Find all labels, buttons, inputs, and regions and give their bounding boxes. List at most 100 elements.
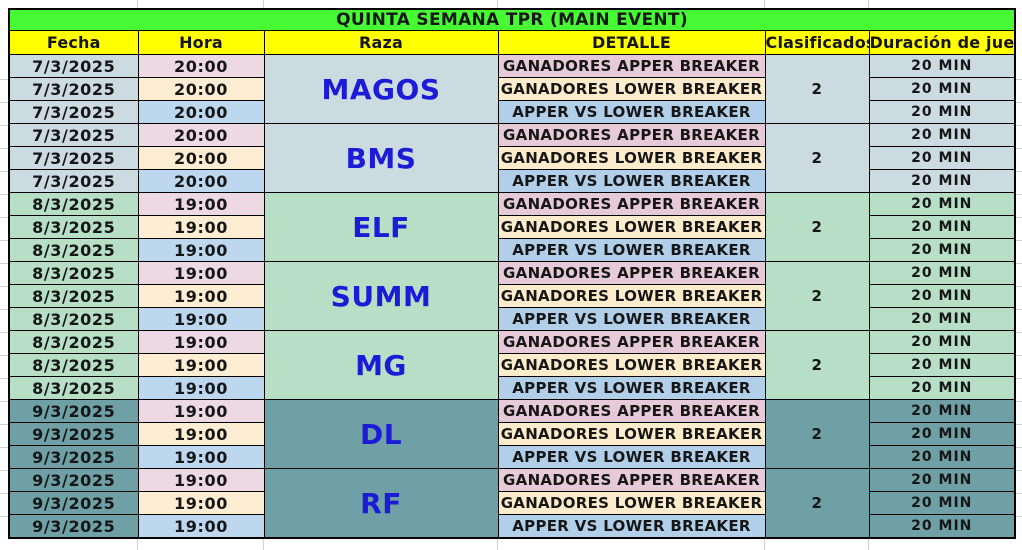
detail-cell[interactable]: GANADORES LOWER BREAKER — [497, 353, 766, 377]
time-cell[interactable]: 20:00 — [137, 123, 265, 147]
race-cell[interactable]: RF — [263, 468, 499, 539]
duration-cell[interactable]: 20 MIN — [868, 100, 1016, 124]
time-cell[interactable]: 19:00 — [137, 284, 265, 308]
duration-cell[interactable]: 20 MIN — [868, 169, 1016, 193]
detail-cell[interactable]: GANADORES LOWER BREAKER — [497, 215, 766, 239]
clasificados-cell[interactable]: 2 — [764, 192, 870, 262]
clasificados-cell[interactable]: 2 — [764, 468, 870, 539]
detail-cell[interactable]: GANADORES LOWER BREAKER — [497, 422, 766, 446]
time-cell[interactable]: 19:00 — [137, 491, 265, 515]
time-cell[interactable]: 19:00 — [137, 445, 265, 469]
date-cell[interactable]: 9/3/2025 — [8, 468, 139, 492]
column-header-fecha[interactable]: Fecha — [8, 30, 139, 55]
time-cell[interactable]: 19:00 — [137, 422, 265, 446]
column-header-raza[interactable]: Raza — [263, 30, 499, 55]
date-cell[interactable]: 8/3/2025 — [8, 376, 139, 400]
detail-cell[interactable]: APPER VS LOWER BREAKER — [497, 169, 766, 193]
column-header-duracion[interactable]: Duración de juego — [868, 30, 1016, 55]
time-cell[interactable]: 19:00 — [137, 353, 265, 377]
detail-cell[interactable]: GANADORES APPER BREAKER — [497, 261, 766, 285]
time-cell[interactable]: 20:00 — [137, 77, 265, 101]
race-cell[interactable]: MAGOS — [263, 54, 499, 124]
clasificados-cell[interactable]: 2 — [764, 399, 870, 469]
detail-cell[interactable]: GANADORES APPER BREAKER — [497, 399, 766, 423]
date-cell[interactable]: 9/3/2025 — [8, 445, 139, 469]
duration-cell[interactable]: 20 MIN — [868, 192, 1016, 216]
detail-cell[interactable]: GANADORES APPER BREAKER — [497, 192, 766, 216]
duration-cell[interactable]: 20 MIN — [868, 77, 1016, 101]
duration-cell[interactable]: 20 MIN — [868, 261, 1016, 285]
duration-cell[interactable]: 20 MIN — [868, 54, 1016, 78]
time-cell[interactable]: 19:00 — [137, 514, 265, 539]
time-cell[interactable]: 19:00 — [137, 468, 265, 492]
duration-cell[interactable]: 20 MIN — [868, 491, 1016, 515]
column-header-detalle[interactable]: DETALLE — [497, 30, 766, 55]
date-cell[interactable]: 7/3/2025 — [8, 77, 139, 101]
column-header-clasificados[interactable]: Clasificados — [764, 30, 870, 55]
duration-cell[interactable]: 20 MIN — [868, 376, 1016, 400]
time-cell[interactable]: 20:00 — [137, 169, 265, 193]
clasificados-cell[interactable]: 2 — [764, 261, 870, 331]
time-cell[interactable]: 19:00 — [137, 215, 265, 239]
clasificados-cell[interactable]: 2 — [764, 54, 870, 124]
date-cell[interactable]: 8/3/2025 — [8, 215, 139, 239]
date-cell[interactable]: 8/3/2025 — [8, 284, 139, 308]
date-cell[interactable]: 8/3/2025 — [8, 307, 139, 331]
detail-cell[interactable]: GANADORES APPER BREAKER — [497, 123, 766, 147]
duration-cell[interactable]: 20 MIN — [868, 422, 1016, 446]
detail-cell[interactable]: GANADORES APPER BREAKER — [497, 468, 766, 492]
race-cell[interactable]: MG — [263, 330, 499, 400]
date-cell[interactable]: 9/3/2025 — [8, 491, 139, 515]
duration-cell[interactable]: 20 MIN — [868, 514, 1016, 539]
time-cell[interactable]: 19:00 — [137, 399, 265, 423]
detail-cell[interactable]: APPER VS LOWER BREAKER — [497, 238, 766, 262]
duration-cell[interactable]: 20 MIN — [868, 468, 1016, 492]
time-cell[interactable]: 19:00 — [137, 307, 265, 331]
time-cell[interactable]: 20:00 — [137, 100, 265, 124]
date-cell[interactable]: 9/3/2025 — [8, 514, 139, 539]
time-cell[interactable]: 20:00 — [137, 146, 265, 170]
detail-cell[interactable]: GANADORES LOWER BREAKER — [497, 146, 766, 170]
time-cell[interactable]: 19:00 — [137, 238, 265, 262]
time-cell[interactable]: 19:00 — [137, 261, 265, 285]
clasificados-cell[interactable]: 2 — [764, 330, 870, 400]
detail-cell[interactable]: GANADORES LOWER BREAKER — [497, 284, 766, 308]
detail-cell[interactable]: GANADORES APPER BREAKER — [497, 330, 766, 354]
duration-cell[interactable]: 20 MIN — [868, 123, 1016, 147]
detail-cell[interactable]: GANADORES APPER BREAKER — [497, 54, 766, 78]
race-cell[interactable]: SUMM — [263, 261, 499, 331]
date-cell[interactable]: 7/3/2025 — [8, 100, 139, 124]
time-cell[interactable]: 19:00 — [137, 376, 265, 400]
date-cell[interactable]: 9/3/2025 — [8, 422, 139, 446]
time-cell[interactable]: 19:00 — [137, 192, 265, 216]
duration-cell[interactable]: 20 MIN — [868, 330, 1016, 354]
column-header-hora[interactable]: Hora — [137, 30, 265, 55]
detail-cell[interactable]: APPER VS LOWER BREAKER — [497, 514, 766, 539]
race-cell[interactable]: ELF — [263, 192, 499, 262]
duration-cell[interactable]: 20 MIN — [868, 445, 1016, 469]
duration-cell[interactable]: 20 MIN — [868, 215, 1016, 239]
date-cell[interactable]: 9/3/2025 — [8, 399, 139, 423]
detail-cell[interactable]: APPER VS LOWER BREAKER — [497, 307, 766, 331]
time-cell[interactable]: 20:00 — [137, 54, 265, 78]
clasificados-cell[interactable]: 2 — [764, 123, 870, 193]
duration-cell[interactable]: 20 MIN — [868, 353, 1016, 377]
date-cell[interactable]: 7/3/2025 — [8, 169, 139, 193]
date-cell[interactable]: 7/3/2025 — [8, 54, 139, 78]
date-cell[interactable]: 8/3/2025 — [8, 353, 139, 377]
detail-cell[interactable]: APPER VS LOWER BREAKER — [497, 445, 766, 469]
date-cell[interactable]: 7/3/2025 — [8, 123, 139, 147]
race-cell[interactable]: DL — [263, 399, 499, 469]
duration-cell[interactable]: 20 MIN — [868, 307, 1016, 331]
time-cell[interactable]: 19:00 — [137, 330, 265, 354]
date-cell[interactable]: 8/3/2025 — [8, 192, 139, 216]
duration-cell[interactable]: 20 MIN — [868, 146, 1016, 170]
detail-cell[interactable]: APPER VS LOWER BREAKER — [497, 376, 766, 400]
date-cell[interactable]: 8/3/2025 — [8, 261, 139, 285]
detail-cell[interactable]: GANADORES LOWER BREAKER — [497, 491, 766, 515]
race-cell[interactable]: BMS — [263, 123, 499, 193]
date-cell[interactable]: 8/3/2025 — [8, 238, 139, 262]
date-cell[interactable]: 8/3/2025 — [8, 330, 139, 354]
detail-cell[interactable]: GANADORES LOWER BREAKER — [497, 77, 766, 101]
duration-cell[interactable]: 20 MIN — [868, 399, 1016, 423]
